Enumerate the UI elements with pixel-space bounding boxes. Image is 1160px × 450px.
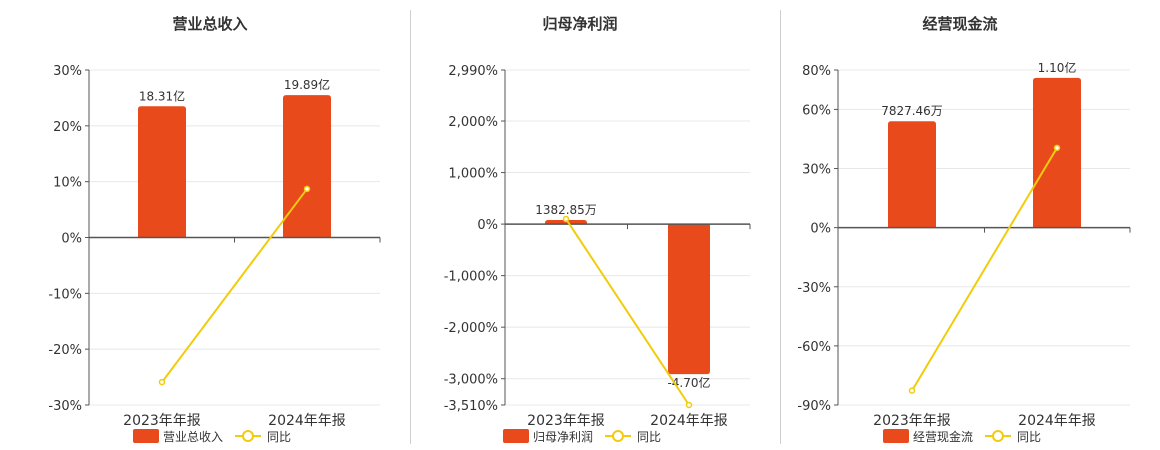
yoy-point [685,401,693,409]
y-tick-label: 30% [53,64,82,79]
legend-bar-label: 归母净利润 [533,430,593,444]
chart-title-cash-flow: 经营现金流 [922,15,998,33]
yoy-point [562,215,570,223]
legend-line-label: 同比 [637,430,661,444]
yoy-point [158,378,166,386]
panel-divider [410,10,411,444]
bar-data-label: 7827.46万 [881,104,943,118]
legend-bar-label: 经营现金流 [913,429,973,444]
x-tick-label: 2024年年报 [1018,413,1096,429]
x-tick-label: 2024年年报 [650,413,728,429]
x-tick-label: 2023年年报 [873,413,951,429]
x-tick-label: 2024年年报 [268,413,346,429]
legend-line-label: 同比 [1017,430,1041,444]
legend-line-marker [992,430,1004,442]
bar [668,224,710,375]
legend-bar-label: 营业总收入 [163,430,223,444]
bar [888,121,936,228]
yoy-line [565,218,690,406]
y-tick-label: -2,000% [444,321,498,336]
legend-bar-swatch [503,429,529,443]
legend-bar-swatch [883,429,909,443]
y-tick-label: 20% [53,120,82,135]
yoy-line [911,147,1058,392]
legend-line-marker [242,430,254,442]
y-tick-label: 0% [810,222,831,237]
yoy-point [1053,144,1061,152]
legend-line-marker [612,430,624,442]
y-tick-label: -3,000% [444,373,498,388]
chart-title-net-profit: 归母净利润 [542,15,618,33]
yoy-point [303,185,311,193]
y-tick-label: -10% [48,287,82,302]
y-tick-label: 80% [802,64,831,79]
y-tick-label: 0% [477,218,498,233]
y-tick-label: -60% [797,340,831,355]
bar-data-label: 1.10亿 [1038,60,1077,75]
y-tick-label: 1,000% [448,167,498,182]
y-tick-label: 10% [53,176,82,191]
y-tick-label: -3,510% [444,399,498,414]
bar-data-label: -4.70亿 [667,375,710,390]
bar-data-label: 1382.85万 [535,203,597,217]
y-tick-label: -20% [48,343,82,358]
x-tick-label: 2023年年报 [527,413,605,429]
bar [138,106,186,238]
legend-bar-swatch [133,429,159,443]
bar [283,95,331,238]
chart-title-revenue: 营业总收入 [172,15,248,33]
y-tick-label: -30% [797,281,831,296]
y-tick-label: 60% [802,103,831,118]
bar-data-label: 18.31亿 [139,88,185,103]
y-tick-label: -30% [48,399,82,414]
panel-divider [780,10,781,444]
legend-line-label: 同比 [267,430,291,444]
y-tick-label: -1,000% [444,270,498,285]
y-tick-label: -90% [797,399,831,414]
bar-data-label: 19.89亿 [284,77,330,92]
x-tick-label: 2023年年报 [123,413,201,429]
bar [1033,77,1081,228]
y-tick-label: 0% [61,232,82,247]
y-tick-label: 30% [802,163,831,178]
y-tick-label: 2,990% [448,64,498,79]
yoy-line [161,188,308,383]
yoy-point [908,387,916,394]
y-tick-label: 2,000% [448,115,498,130]
